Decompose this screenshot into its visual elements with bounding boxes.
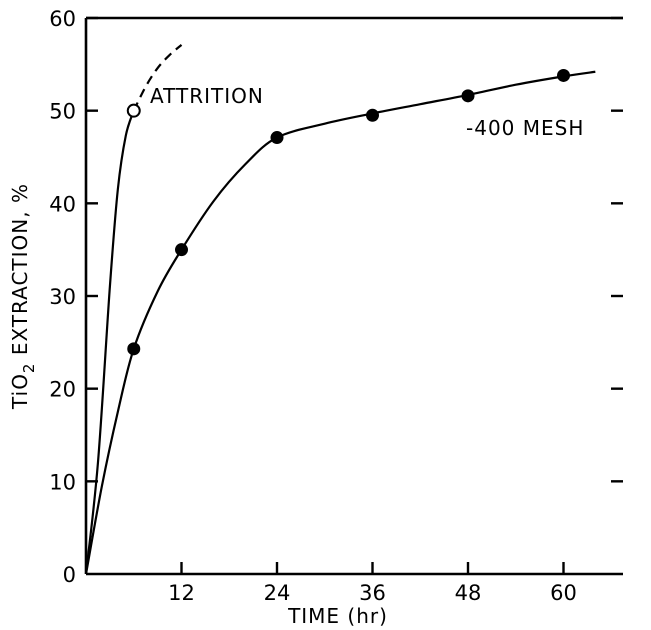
y-axis-title: TiO2 EXTRACTION, % [8,183,38,410]
x-tick-label-60: 60 [550,581,577,605]
x-axis-title: TIME (hr) [287,604,388,628]
y-tick-label-20: 20 [49,378,76,402]
x-tick-label-12: 12 [168,581,195,605]
series-line-400-mesh [84,70,596,575]
data-point-400-mesh-0 [127,342,141,356]
x-tick-label-36: 36 [359,581,386,605]
x-tick-label-24: 24 [264,581,291,605]
y-tick-label-40: 40 [49,192,76,216]
y-axis-title-post: EXTRACTION, % [8,183,32,362]
y-tick-label-30: 30 [49,285,76,309]
curves-layer [84,44,596,575]
y-tick-label-50: 50 [49,100,76,124]
y-axis-title-pre: TiO [8,373,32,410]
series-line-dashed-attrition [132,44,183,112]
y-tick-label-0: 0 [63,563,76,587]
data-point-400-mesh-1 [175,243,188,257]
y-axis-title-sub: 2 [20,363,38,374]
data-point-400-mesh-2 [270,131,284,145]
annotation-400-mesh: -400 MESH [466,116,584,140]
series-line-attrition [84,110,135,575]
x-tick-label-48: 48 [455,581,482,605]
data-point-400-mesh-3 [366,108,379,122]
data-point-attrition-0 [126,103,141,118]
data-point-400-mesh-4 [461,89,475,103]
points-layer [126,68,570,356]
plot-area: 0 10 20 30 40 50 60 12 24 36 48 60 [49,7,623,605]
y-tick-label-10: 10 [49,470,76,494]
y-tick-label-60: 60 [49,7,76,31]
data-point-400-mesh-5 [557,68,570,82]
annotation-attrition: ATTRITION [150,84,264,108]
